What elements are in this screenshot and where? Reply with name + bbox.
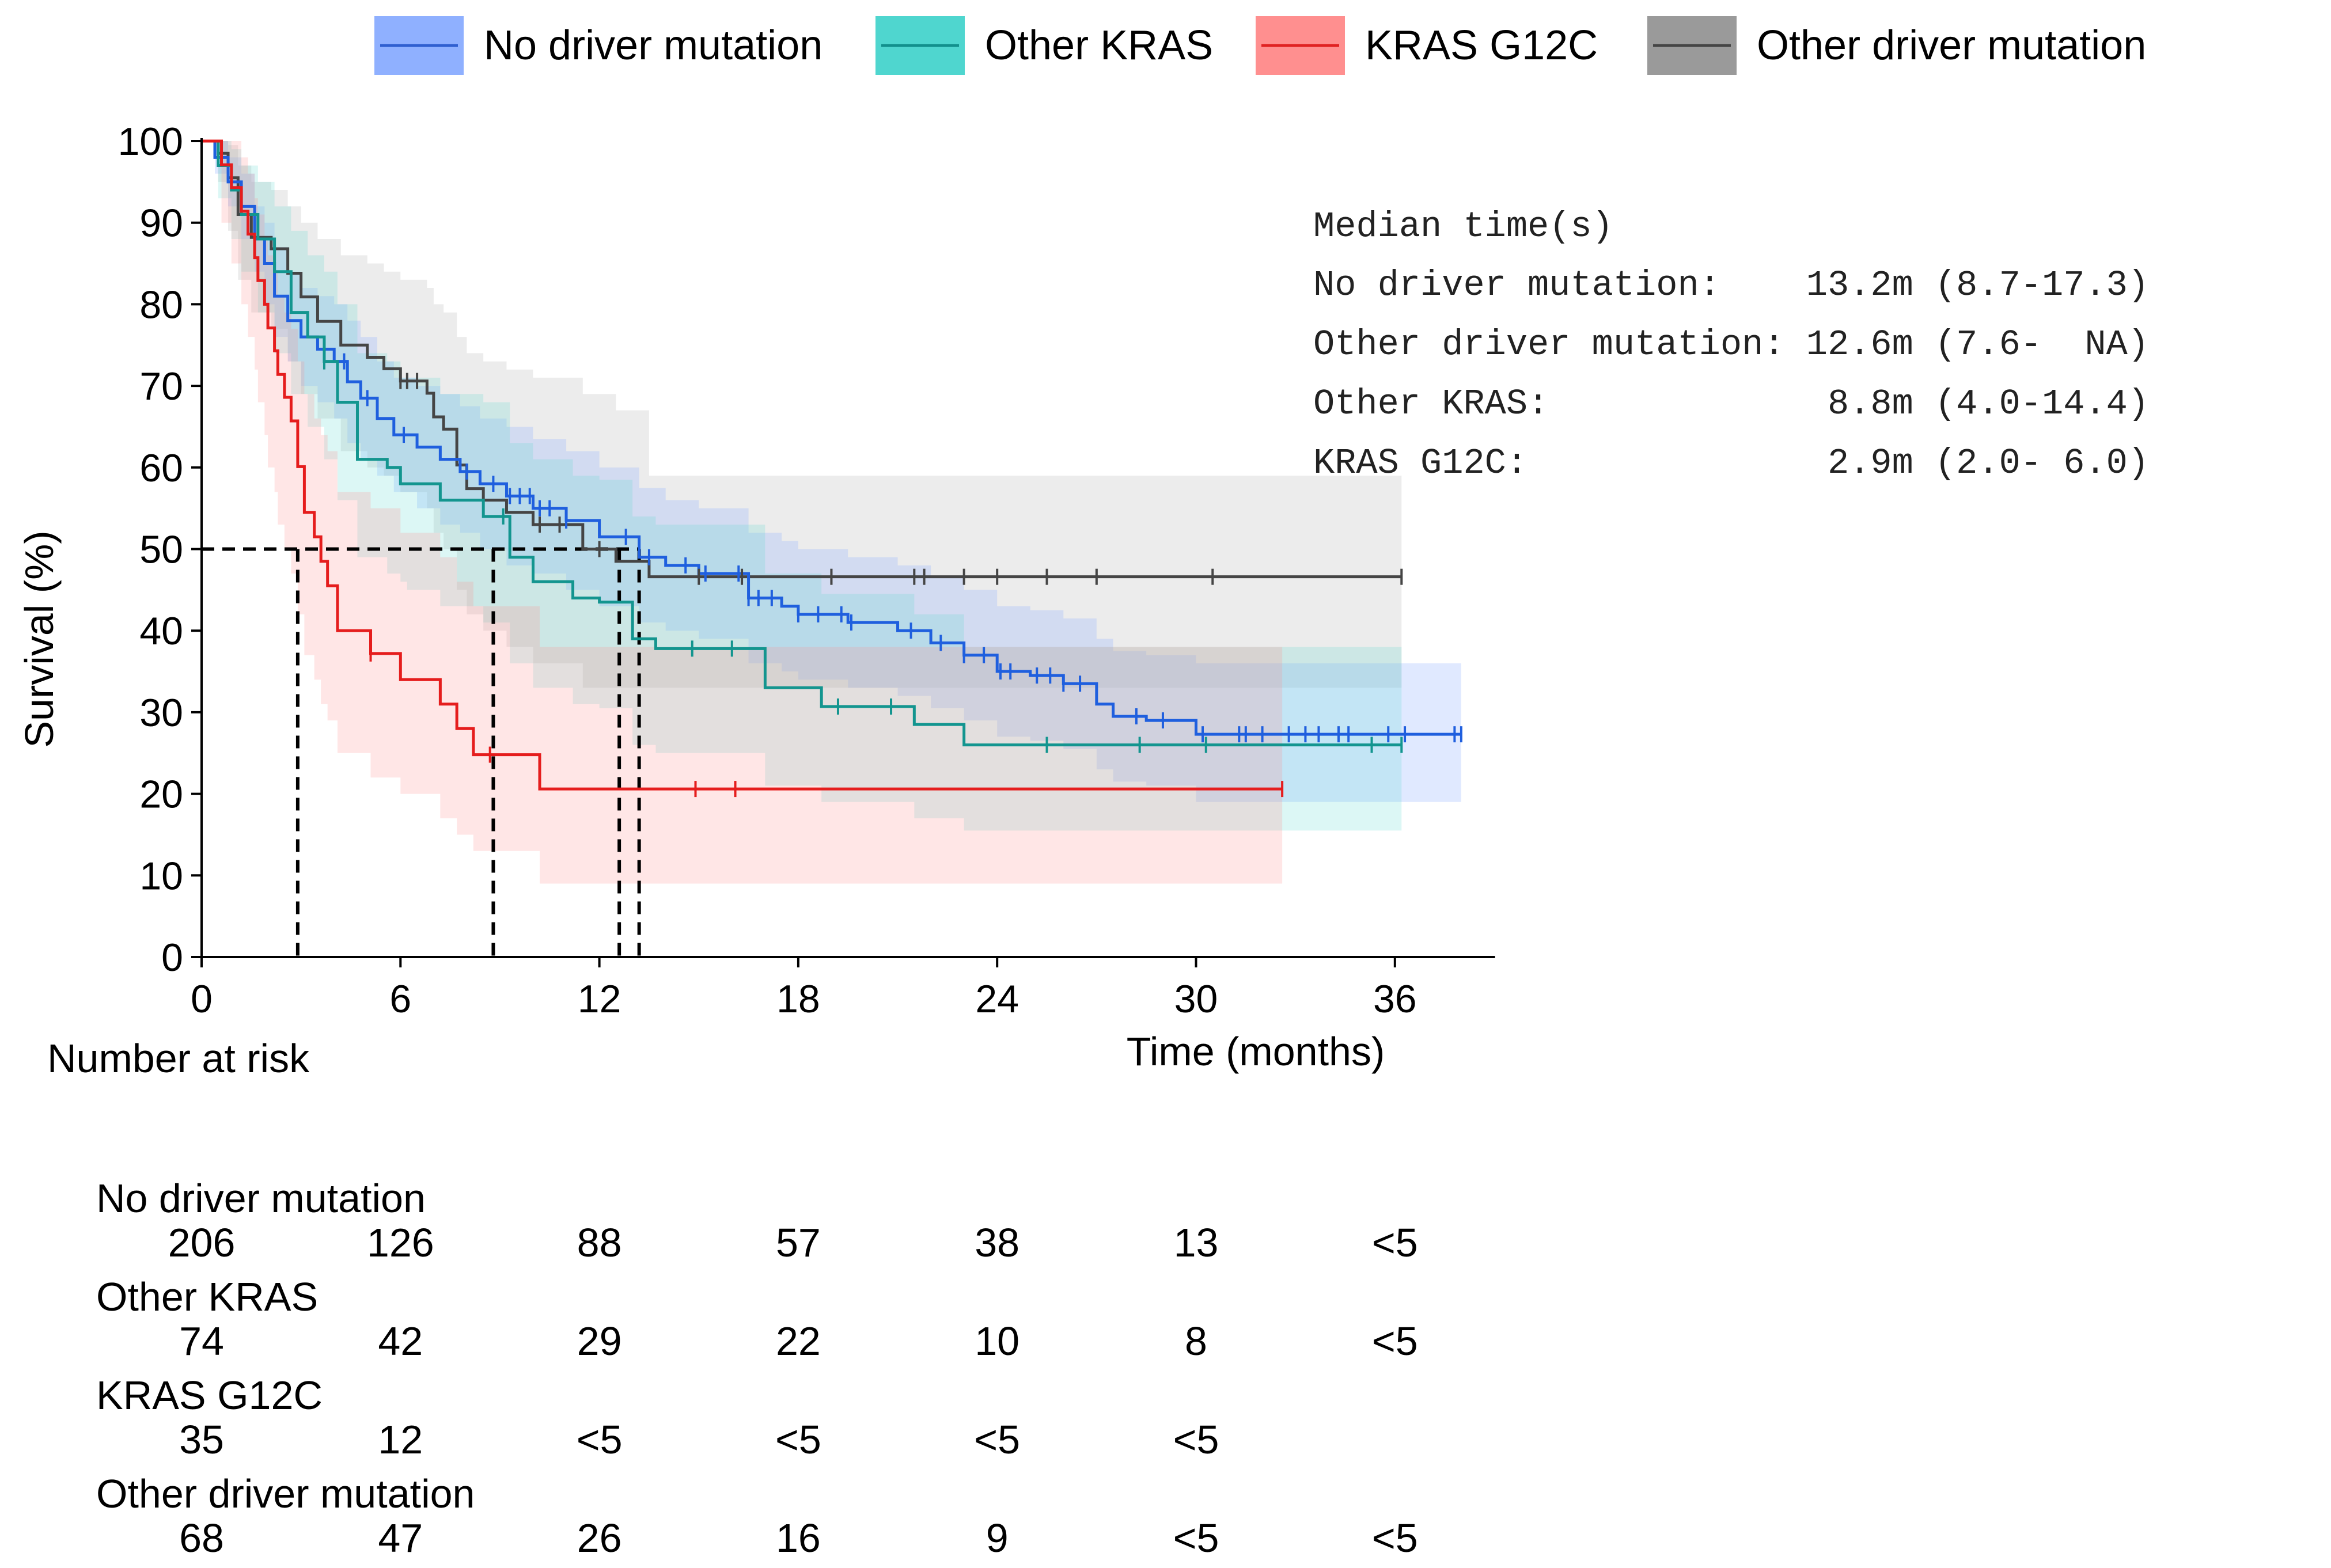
risk-value-1-0: 74 xyxy=(179,1319,224,1364)
axes: 0 10 20 30 40 50 60 70 80 90 100 0 6 12 18 24 30 36 xyxy=(118,120,1495,1021)
y-tick-label-90: 90 xyxy=(139,202,183,245)
risk-value-0-0: 206 xyxy=(168,1220,236,1265)
y-axis-label: Survival (%) xyxy=(17,530,62,747)
risk-value-2-2: <5 xyxy=(577,1417,623,1462)
x-axis-label: Time (months) xyxy=(1127,1029,1385,1074)
risk-table-title: Number at risk xyxy=(47,1036,310,1081)
risk-row-label-3: Other driver mutation xyxy=(96,1471,475,1516)
risk-value-0-2: 88 xyxy=(577,1220,622,1265)
risk-value-1-4: 10 xyxy=(975,1319,1019,1364)
km-curve-kras_g12c xyxy=(202,139,1283,791)
y-tick-label-80: 80 xyxy=(139,283,183,326)
median-box-row-0: No driver mutation: 13.2m (8.7-17.3) xyxy=(1313,265,2149,306)
risk-row-label-0: No driver mutation xyxy=(96,1176,426,1221)
risk-value-1-6: <5 xyxy=(1372,1319,1418,1364)
risk-value-1-2: 29 xyxy=(577,1319,622,1364)
y-tick-label-10: 10 xyxy=(139,854,183,898)
x-tick-label-24: 24 xyxy=(975,977,1019,1021)
median-box-row-1: Other driver mutation: 12.6m (7.6- NA) xyxy=(1313,324,2149,365)
x-tick-label-30: 30 xyxy=(1174,977,1218,1021)
risk-value-2-3: <5 xyxy=(775,1417,821,1462)
km-curve-no_driver xyxy=(202,139,1461,736)
risk-row-label-2: KRAS G12C xyxy=(96,1373,323,1418)
km-curve-other_kras xyxy=(202,139,1402,747)
y-tick-label-60: 60 xyxy=(139,446,183,490)
ci-band-other_driver xyxy=(202,141,1402,688)
y-tick-label-40: 40 xyxy=(139,609,183,653)
risk-value-1-5: 8 xyxy=(1185,1319,1207,1364)
risk-value-0-3: 57 xyxy=(776,1220,821,1265)
risk-value-0-6: <5 xyxy=(1372,1220,1418,1265)
risk-value-1-1: 42 xyxy=(378,1319,423,1364)
risk-value-3-4: 9 xyxy=(986,1516,1009,1561)
x-tick-label-18: 18 xyxy=(776,977,820,1021)
ci-band-kras_g12c xyxy=(202,141,1283,884)
legend: No driver mutation Other KRAS KRAS G12C Oth… xyxy=(374,16,2146,75)
risk-value-0-5: 13 xyxy=(1174,1220,1219,1265)
x-tick-label-0: 0 xyxy=(191,977,213,1021)
risk-value-3-2: 26 xyxy=(577,1516,622,1561)
risk-row-label-1: Other KRAS xyxy=(96,1274,318,1319)
confidence-bands xyxy=(202,141,1461,884)
median-reference-lines xyxy=(202,547,641,957)
risk-value-0-4: 38 xyxy=(975,1220,1019,1265)
y-tick-label-70: 70 xyxy=(139,365,183,408)
risk-value-2-5: <5 xyxy=(1173,1417,1219,1462)
x-tick-label-6: 6 xyxy=(389,977,411,1021)
y-tick-label-0: 0 xyxy=(161,936,183,979)
median-box-title: Median time(s) xyxy=(1313,206,1613,247)
risk-value-1-3: 22 xyxy=(776,1319,821,1364)
ci-band-no_driver xyxy=(202,141,1461,802)
risk-value-0-1: 126 xyxy=(367,1220,434,1265)
risk-value-3-5: <5 xyxy=(1173,1516,1219,1561)
legend-label-kras_g12c: KRAS G12C xyxy=(1365,22,1598,69)
risk-value-3-3: 16 xyxy=(776,1516,821,1561)
median-box-row-3: KRAS G12C: 2.9m (2.0- 6.0) xyxy=(1313,443,2149,484)
y-tick-label-100: 100 xyxy=(118,120,183,164)
legend-label-other_driver: Other driver mutation xyxy=(1757,22,2146,69)
y-tick-label-50: 50 xyxy=(139,528,183,572)
risk-value-2-4: <5 xyxy=(974,1417,1020,1462)
y-tick-label-30: 30 xyxy=(139,691,183,735)
censor-marks xyxy=(323,353,1462,798)
risk-value-3-6: <5 xyxy=(1372,1516,1418,1561)
median-times-box: Median time(s) No driver mutation: 13.2m … xyxy=(1313,206,2149,484)
risk-value-3-1: 47 xyxy=(378,1516,423,1561)
y-tick-label-20: 20 xyxy=(139,773,183,817)
x-tick-label-36: 36 xyxy=(1373,977,1417,1021)
median-box-row-2: Other KRAS: 8.8m (4.0-14.4) xyxy=(1313,384,2149,424)
x-tick-label-12: 12 xyxy=(578,977,621,1021)
legend-label-no_driver: No driver mutation xyxy=(484,22,823,69)
legend-label-other_kras: Other KRAS xyxy=(985,22,1213,69)
ci-band-other_kras xyxy=(202,141,1402,831)
risk-value-2-1: 12 xyxy=(378,1417,423,1462)
risk-value-3-0: 68 xyxy=(179,1516,224,1561)
risk-value-2-0: 35 xyxy=(179,1417,224,1462)
